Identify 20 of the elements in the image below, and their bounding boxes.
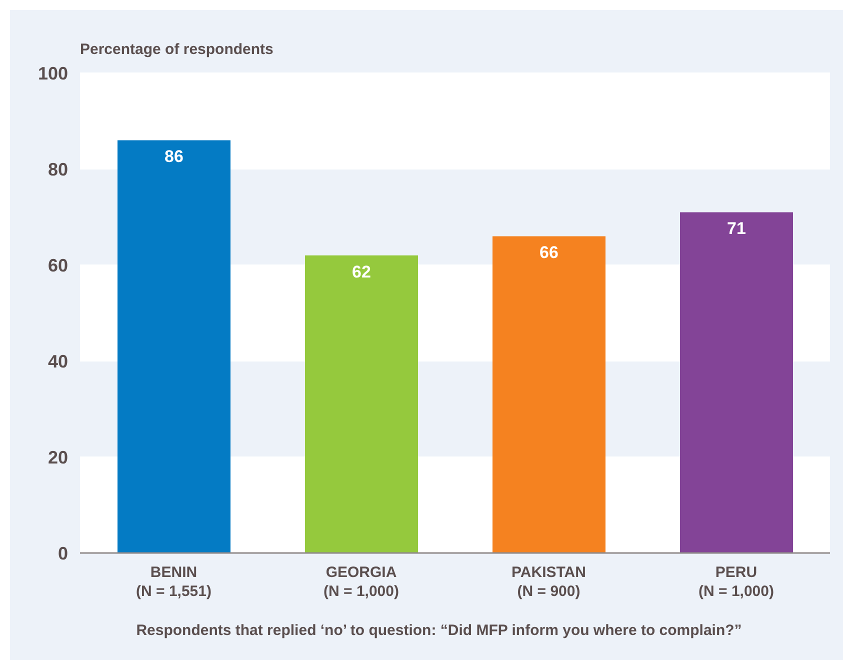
data-label: 66 xyxy=(540,243,558,262)
x-tick-label: GEORGIA (N = 1,000) xyxy=(324,564,399,600)
x-tick-label: BENIN (N = 1,551) xyxy=(136,564,212,600)
y-tick-label: 0 xyxy=(58,543,68,564)
data-label: 86 xyxy=(164,147,184,166)
y-tick-label: 80 xyxy=(48,159,68,180)
y-tick-label: 20 xyxy=(48,447,68,468)
bar xyxy=(680,212,793,553)
y-tick-label: 40 xyxy=(48,351,68,372)
data-label: 62 xyxy=(352,262,371,282)
x-tick-label: PAKISTAN (N = 900) xyxy=(512,564,586,600)
y-tick-label: 100 xyxy=(38,63,68,84)
y-tick-label: 60 xyxy=(48,255,68,276)
data-label: 71 xyxy=(727,219,746,238)
bar xyxy=(118,140,230,553)
bar xyxy=(492,236,606,553)
bar xyxy=(305,255,418,553)
y-axis-title: Percentage of respondents xyxy=(80,41,274,58)
x-axis-title: Respondents that replied ‘no’ to question: “Did MFP inform you where to complain?” xyxy=(136,622,742,639)
x-tick-label: PERU (N = 1,000) xyxy=(698,564,774,600)
